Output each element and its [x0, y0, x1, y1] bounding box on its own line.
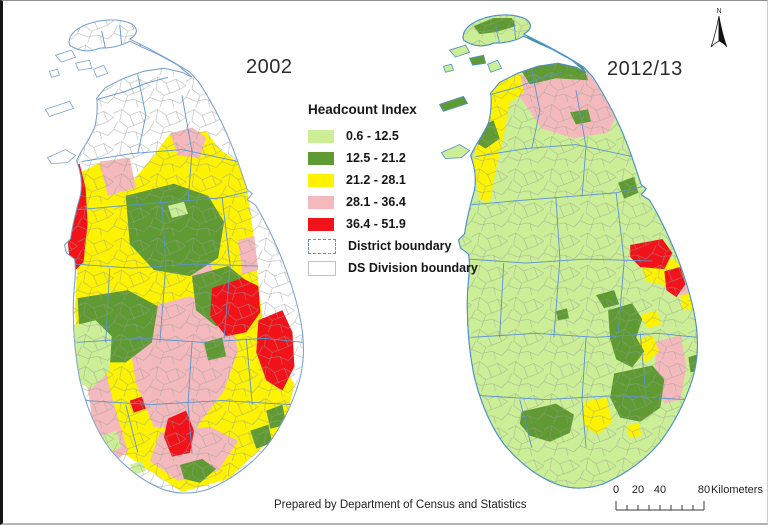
map-2012-13 [438, 14, 698, 489]
legend-swatch-class-4 [308, 217, 334, 231]
map-label-2002: 2002 [246, 56, 293, 78]
legend-label-class-2: 21.2 - 28.1 [346, 173, 406, 187]
scale-tick-label-0: 0 [613, 484, 619, 496]
legend-title: Headcount Index [308, 102, 417, 117]
legend-swatch-ds-division-boundary [308, 260, 336, 276]
map-2002 [44, 19, 304, 494]
legend-label-class-1: 12.5 - 21.2 [346, 151, 406, 165]
district-boundaries-2012 [468, 20, 697, 448]
north-arrow-label: N [716, 8, 721, 15]
ds-division-boundaries-2002 [64, 19, 304, 494]
north-arrow-right-half [718, 15, 728, 48]
credit-text: Prepared by Department of Census and Sta… [274, 499, 527, 511]
north-arrow-left-half [710, 15, 720, 48]
legend-row: 21.2 - 28.1 [308, 169, 478, 191]
legend-label-class-4: 36.4 - 51.9 [346, 217, 406, 231]
district-boundaries-2002 [74, 25, 303, 453]
scale-bar-ticks [615, 501, 705, 511]
scale-unit-label: Kilometers [711, 484, 763, 496]
legend-row: 0.6 - 12.5 [308, 125, 478, 147]
legend-row: 28.1 - 36.4 [308, 191, 478, 213]
map-label-2012-13: 2012/13 [607, 58, 683, 80]
legend-swatch-class-3 [308, 195, 334, 209]
north-arrow: N [710, 8, 728, 48]
ds-division-boundaries-2012 [458, 14, 698, 489]
legend-row: District boundary [308, 235, 478, 257]
legend-label-district-boundary: District boundary [348, 239, 452, 253]
legend-label-ds-division-boundary: DS Division boundary [348, 261, 478, 275]
scale-tick-label-40: 40 [654, 484, 666, 496]
scale-bar: 0 20 40 80 Kilometers [613, 484, 763, 511]
islands-2002 [44, 49, 109, 165]
legend-row: DS Division boundary [308, 257, 478, 279]
legend: Headcount Index 0.6 - 12.5 12.5 - 21.2 2… [308, 102, 478, 279]
legend-swatch-district-boundary [308, 238, 336, 254]
legend-label-class-0: 0.6 - 12.5 [346, 129, 399, 143]
islands-2012 [438, 44, 503, 160]
legend-row: 12.5 - 21.2 [308, 147, 478, 169]
legend-label-class-3: 28.1 - 36.4 [346, 195, 406, 209]
legend-swatch-class-1 [308, 151, 334, 165]
scale-tick-label-20: 20 [632, 484, 644, 496]
scale-tick-label-80: 80 [698, 484, 710, 496]
legend-row: 36.4 - 51.9 [308, 213, 478, 235]
legend-swatch-class-0 [308, 129, 334, 143]
legend-swatch-class-2 [308, 173, 334, 187]
